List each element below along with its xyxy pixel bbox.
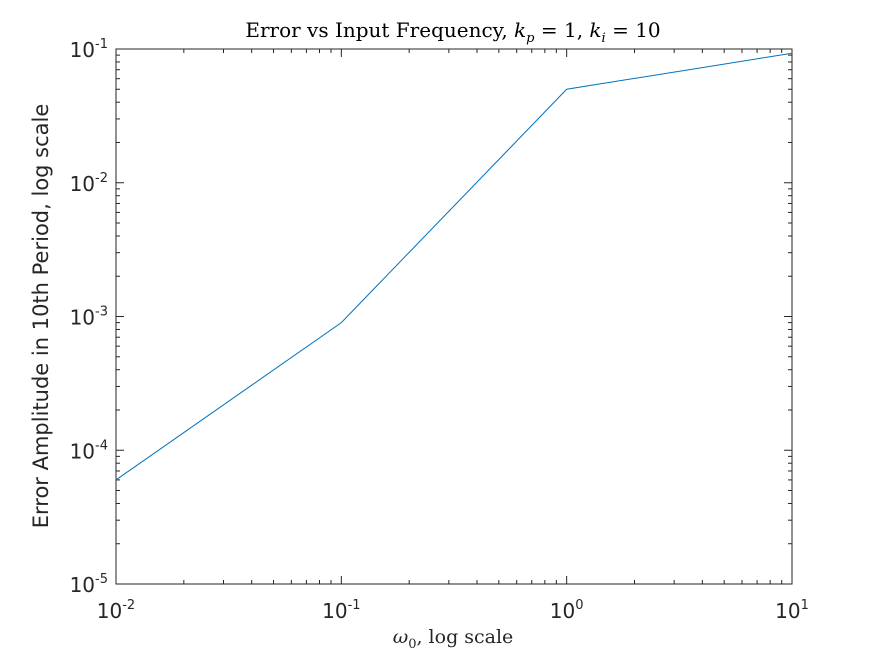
y-tick-label: 10-2	[70, 171, 108, 196]
axis-ticks	[115, 48, 793, 585]
plot-area: 10-2 10-1 100 101 10-5 10-4 10-3 10-2 10-1	[70, 37, 809, 623]
y-axis-label: Error Amplitude in 10th Period, log scal…	[29, 104, 53, 529]
y-tick-label: 10-5	[70, 572, 108, 597]
series-line-1	[115, 52, 793, 481]
y-tick-label: 10-4	[70, 438, 108, 463]
axis-tick-labels: 10-2 10-1 100 101 10-5 10-4 10-3 10-2 10-1	[70, 37, 809, 623]
x-tick-label: 10-2	[97, 598, 135, 623]
x-tick-label: 100	[550, 598, 584, 623]
x-tick-label: 101	[775, 598, 809, 623]
y-tick-label: 10-1	[70, 37, 108, 62]
y-tick-label: 10-3	[70, 305, 108, 330]
x-tick-label: 10-1	[322, 598, 360, 623]
series-group	[115, 52, 793, 481]
x-axis-label: ω0, log scale	[393, 626, 514, 652]
chart-title: Error vs Input Frequency, kp = 1, ki = 1…	[245, 18, 660, 46]
